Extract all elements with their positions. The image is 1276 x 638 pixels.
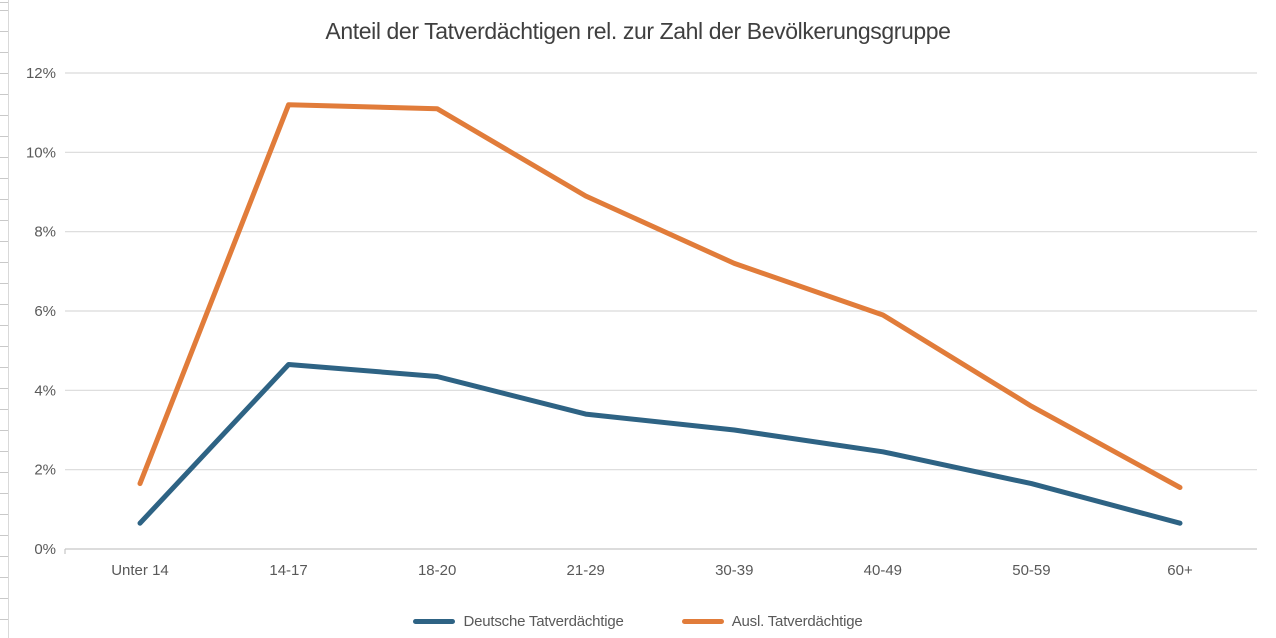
y-axis-tick-label: 0% xyxy=(34,541,56,558)
x-axis-category-label: 50-59 xyxy=(1012,562,1050,579)
y-axis-tick-label: 8% xyxy=(34,224,56,241)
series-line-1[interactable] xyxy=(137,102,1183,490)
y-axis-tick-label: 2% xyxy=(34,462,56,479)
legend-line-swatch-ausl xyxy=(681,619,724,624)
legend-item-ausl-tatverdaechtige[interactable]: Ausl. Tatverdächtige xyxy=(681,613,863,630)
x-axis-category-label: 21-29 xyxy=(567,562,605,579)
y-axis-tick-label: 12% xyxy=(26,65,56,82)
y-axis-tick-label: 4% xyxy=(34,382,56,399)
chart-title: Anteil der Tatverdächtigen rel. zur Zahl… xyxy=(325,18,951,44)
x-axis-category-label: 14-17 xyxy=(269,562,307,579)
legend-label-ausl: Ausl. Tatverdächtige xyxy=(731,613,863,630)
legend-label-deutsche: Deutsche Tatverdächtige xyxy=(463,613,624,630)
x-axis-category-label: 18-20 xyxy=(418,562,456,579)
y-axis-tick-label: 10% xyxy=(26,144,56,161)
series-line-0[interactable] xyxy=(137,362,1183,526)
chart-legend: Deutsche Tatverdächtige Ausl. Tatverdäch… xyxy=(0,613,1276,630)
x-axis-category-label: 40-49 xyxy=(864,562,902,579)
x-axis-category-label: 60+ xyxy=(1167,562,1193,579)
worksheet-gridline-ticks xyxy=(0,0,9,638)
y-axis-tick-label: 6% xyxy=(34,303,56,320)
x-axis-category-label: 30-39 xyxy=(715,562,753,579)
x-axis-category-label: Unter 14 xyxy=(111,562,169,579)
legend-item-deutsche-tatverdaechtige[interactable]: Deutsche Tatverdächtige xyxy=(413,613,624,630)
legend-line-swatch-deutsche xyxy=(413,619,456,624)
